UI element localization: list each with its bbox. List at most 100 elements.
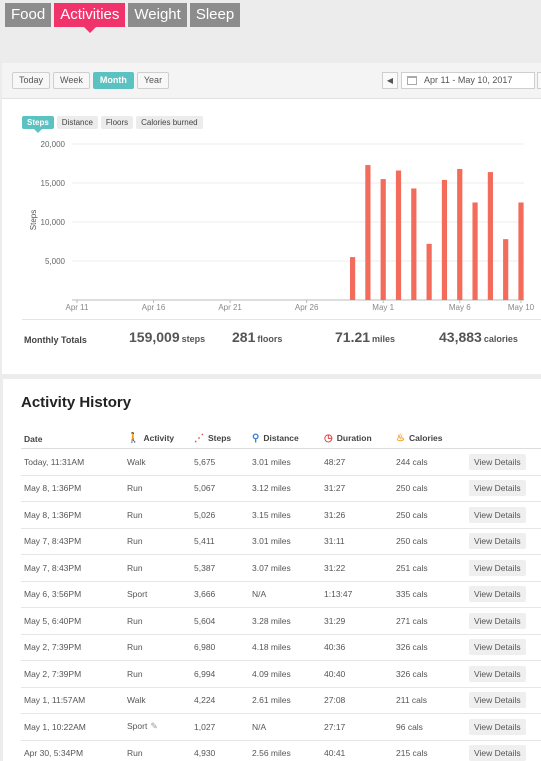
row-date: May 2, 7:39PM xyxy=(24,642,82,653)
row-duration: 40:40 xyxy=(324,668,346,679)
row-calories: 250 cals xyxy=(396,509,428,520)
row-activity: Run xyxy=(127,509,143,520)
row-date: Apr 30, 5:34PM xyxy=(24,748,84,759)
view-details-button[interactable]: View Details xyxy=(469,745,526,761)
range-year-button[interactable]: Year xyxy=(136,72,170,89)
row-steps: 4,224 xyxy=(194,695,216,706)
chart-bar[interactable] xyxy=(457,168,463,300)
row-calories: 326 cals xyxy=(396,668,428,679)
row-date: Today, 11:31AM xyxy=(24,456,85,467)
metric-distance-tab[interactable]: Distance xyxy=(56,116,98,129)
tab-sleep[interactable]: Sleep xyxy=(189,3,241,27)
total-calories: 43,883 calories xyxy=(439,329,518,345)
row-duration: 48:27 xyxy=(324,456,346,467)
row-calories: 251 cals xyxy=(396,562,428,573)
pencil-icon[interactable]: ✎ xyxy=(150,721,158,732)
row-duration: 27:08 xyxy=(324,695,346,706)
range-month-button[interactable]: Month xyxy=(92,72,134,89)
metric-calories-tab[interactable]: Calories burned xyxy=(136,116,203,129)
distance-icon: ⚲ xyxy=(252,433,260,444)
total-steps: 159,009 steps xyxy=(129,329,206,345)
table-row: May 7, 8:43PM Run 5,387 3.07 miles 31:22 251 … xyxy=(21,555,541,582)
x-tick-label: Apr 11 xyxy=(66,303,90,312)
row-calories: 96 cals xyxy=(396,721,423,732)
chart-bar[interactable] xyxy=(349,257,356,300)
date-toolbar: Today Week Month Year ◀ Apr 11 - May 10,… xyxy=(2,63,541,99)
view-details-button[interactable]: View Details xyxy=(469,612,526,629)
row-distance: N/A xyxy=(252,721,267,732)
view-details-button[interactable]: View Details xyxy=(469,480,526,497)
monthly-totals-label: Monthly Totals xyxy=(24,335,87,345)
range-today-button[interactable]: Today xyxy=(12,72,51,89)
view-details-cell: View Details xyxy=(469,639,535,656)
metric-floors-tab[interactable]: Floors xyxy=(100,116,134,129)
chart-bar[interactable] xyxy=(380,179,386,300)
row-date: May 7, 8:43PM xyxy=(24,562,82,573)
view-details-cell: View Details xyxy=(469,612,535,629)
tab-food[interactable]: Food xyxy=(5,3,52,27)
view-details-cell: View Details xyxy=(469,745,535,761)
chart-bar[interactable] xyxy=(395,170,402,300)
chart-bar[interactable] xyxy=(426,243,432,300)
footprints-icon: ⋰ xyxy=(194,433,204,444)
flame-icon: ♨ xyxy=(396,433,405,444)
range-week-button[interactable]: Week xyxy=(53,72,90,89)
tab-activities[interactable]: Activities xyxy=(54,3,126,27)
row-distance: 3.01 miles xyxy=(252,456,291,467)
view-details-button[interactable]: View Details xyxy=(469,586,526,603)
row-calories: 271 cals xyxy=(396,615,428,626)
x-tick-label: Apr 16 xyxy=(142,303,166,312)
next-range-button[interactable] xyxy=(537,72,541,89)
header-duration: ◷ Duration xyxy=(324,433,372,444)
table-row: May 8, 1:36PM Run 5,026 3.15 miles 31:26 250 … xyxy=(21,502,541,529)
row-activity: Run xyxy=(127,748,143,759)
date-range-picker[interactable]: Apr 11 - May 10, 2017 xyxy=(401,72,535,89)
row-calories: 244 cals xyxy=(396,456,428,467)
row-calories: 215 cals xyxy=(396,748,428,759)
chart-bar[interactable] xyxy=(518,202,524,301)
x-tick-label: Apr 26 xyxy=(295,303,319,312)
total-floors: 281 floors xyxy=(232,329,283,345)
row-duration: 40:36 xyxy=(324,642,346,653)
row-date: May 1, 10:22AM xyxy=(24,721,86,732)
view-details-button[interactable]: View Details xyxy=(469,692,526,709)
view-details-button[interactable]: View Details xyxy=(469,639,526,656)
total-miles: 71.21 miles xyxy=(335,329,396,345)
y-tick-label: 5,000 xyxy=(45,257,66,266)
row-distance: 3.15 miles xyxy=(252,509,291,520)
x-tick-label: May 10 xyxy=(508,303,535,312)
y-tick-label: 20,000 xyxy=(41,140,66,149)
table-row: May 5, 6:40PM Run 5,604 3.28 miles 31:29 271 … xyxy=(21,608,541,635)
row-duration: 31:26 xyxy=(324,509,346,520)
y-axis-label: Steps xyxy=(29,210,38,230)
view-details-button[interactable]: View Details xyxy=(469,533,526,550)
chart-bar[interactable] xyxy=(411,188,417,300)
x-tick-label: Apr 21 xyxy=(218,303,242,312)
row-duration: 31:22 xyxy=(324,562,346,573)
row-activity: Walk xyxy=(127,695,146,706)
row-distance: 2.61 miles xyxy=(252,695,291,706)
metric-steps-tab[interactable]: Steps xyxy=(22,116,54,129)
chart-bar[interactable] xyxy=(365,165,371,300)
view-details-button[interactable]: View Details xyxy=(469,718,526,735)
tab-weight[interactable]: Weight xyxy=(128,3,187,27)
chart-bar[interactable] xyxy=(472,202,478,301)
row-distance: 3.28 miles xyxy=(252,615,291,626)
row-steps: 3,666 xyxy=(194,589,216,600)
row-distance: 3.12 miles xyxy=(252,483,291,494)
view-details-button[interactable]: View Details xyxy=(469,453,526,470)
view-details-button[interactable]: View Details xyxy=(469,559,526,576)
row-activity: Run xyxy=(127,483,143,494)
view-details-cell: View Details xyxy=(469,453,535,470)
prev-range-button[interactable]: ◀ xyxy=(382,72,398,89)
view-details-button[interactable]: View Details xyxy=(469,665,526,682)
view-details-button[interactable]: View Details xyxy=(469,506,526,523)
calendar-icon xyxy=(407,76,417,85)
table-row: Today, 11:31AM Walk 5,675 3.01 miles 48:27 24… xyxy=(21,449,541,476)
table-row: May 8, 1:36PM Run 5,067 3.12 miles 31:27 250 … xyxy=(21,476,541,502)
header-calories: ♨ Calories xyxy=(396,433,443,444)
chart-bar[interactable] xyxy=(487,172,493,300)
chart-bar[interactable] xyxy=(441,179,448,300)
chart-bar[interactable] xyxy=(503,239,509,300)
row-duration: 40:41 xyxy=(324,748,346,759)
